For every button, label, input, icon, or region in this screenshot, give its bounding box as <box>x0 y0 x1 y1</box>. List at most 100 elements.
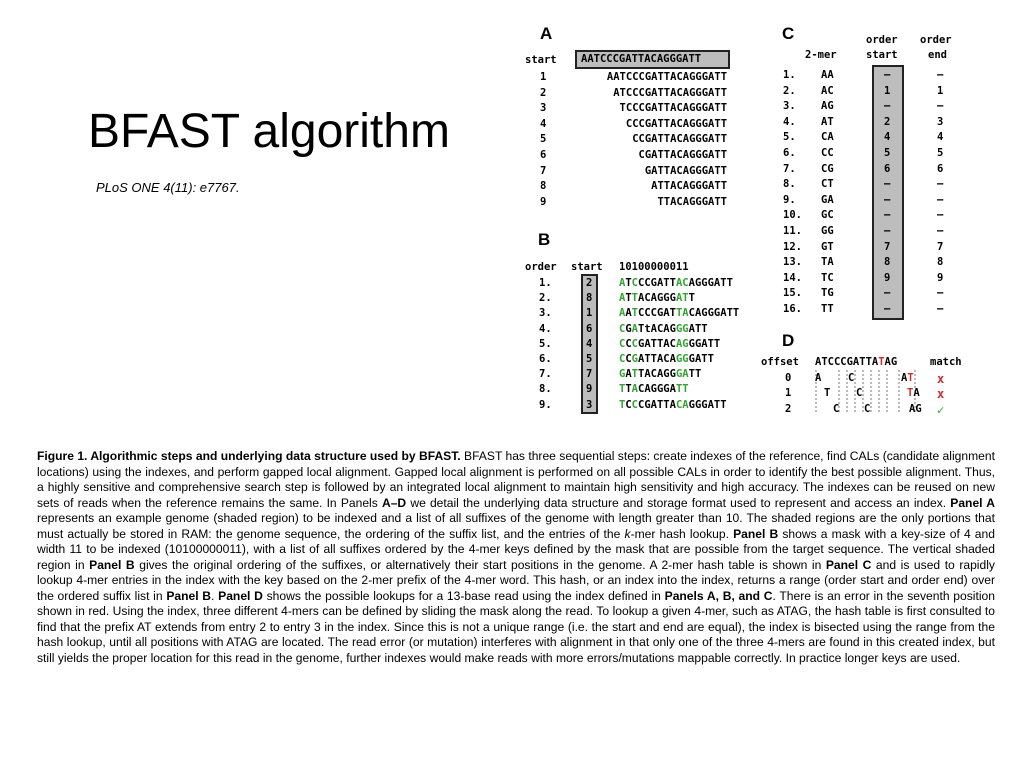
panel-a-suffix: CGATTACAGGGATT <box>638 149 728 161</box>
panel-c-index: 14. <box>783 271 802 284</box>
panel-a-suffix: AATCCCGATTACAGGGATT <box>606 71 728 83</box>
panel-c-order-end: 8 <box>937 256 944 269</box>
panel-c-order-start: 6 <box>884 162 891 175</box>
panel-c-order-end: 9 <box>937 271 944 284</box>
panel-b-start-position: 1 <box>586 307 593 320</box>
panel-a-suffix: CCGATTACAGGGATT <box>632 133 728 146</box>
panel-b-start-position: 8 <box>586 292 593 305</box>
panel-b-order-number: 3. <box>539 307 552 320</box>
panel-d-key-base: C <box>856 387 863 400</box>
panel-b-order-header: order <box>525 261 557 273</box>
panel-a-row-number: 2 <box>540 86 547 99</box>
panel-b-suffix: GATTACAGGGATT <box>619 368 702 381</box>
panel-d-key-base: A <box>815 372 822 384</box>
panel-d-match-cross-icon: x <box>937 387 945 402</box>
panel-a-suffix: TCCCGATTACAGGGATT <box>619 102 728 115</box>
panel-c-order-start: – <box>884 100 891 113</box>
panel-d-offset: 0 <box>785 372 792 384</box>
caption-figure-label: Figure 1. Algorithmic steps and underlyi… <box>37 449 461 463</box>
panel-c-2mer: GA <box>821 193 834 206</box>
panel-c-2mer: CA <box>821 131 834 144</box>
panel-c-order-start: – <box>884 178 891 191</box>
slide-citation: PLoS ONE 4(11): e7767. <box>96 180 240 195</box>
panel-a-row-number: 1 <box>540 71 547 83</box>
panel-b-suffix: ATTACAGGGATT <box>619 292 695 305</box>
panel-a-suffix: CCCGATTACAGGGATT <box>625 117 728 130</box>
panel-c-index: 10. <box>783 209 802 222</box>
panel-c-2mer: CC <box>821 147 834 159</box>
panel-c-order-start: 2 <box>884 115 891 128</box>
panel-a-genome-shade <box>575 50 730 69</box>
panel-c-index: 3. <box>783 100 796 113</box>
panel-c-header-start: start <box>866 49 898 61</box>
panel-b-suffix: AATCCCGATTACAGGGATT <box>619 307 740 320</box>
panel-b-start-position: 2 <box>586 277 593 289</box>
panel-b-suffix: ATCCCGATTACAGGGATT <box>619 277 733 289</box>
panel-c-order-end: 3 <box>937 115 944 128</box>
panel-c-index: 15. <box>783 287 802 300</box>
panel-c-order-start: 5 <box>884 147 891 159</box>
panel-b-suffix: TCCCGATTACAGGGATT <box>619 398 727 411</box>
panel-c-order-start: – <box>884 69 891 81</box>
panel-c-order-end: – <box>937 225 944 237</box>
panel-d-key-base: C <box>864 402 871 415</box>
panel-d-match-header: match <box>930 356 962 368</box>
panel-c-index: 16. <box>783 303 802 315</box>
panel-a-suffix: ATCCCGATTACAGGGATT <box>613 86 728 99</box>
panel-b-suffix: TTACAGGGATT <box>619 383 689 396</box>
panel-a-suffix: TTACAGGGATT <box>657 195 728 208</box>
panel-c-order-end: 1 <box>937 84 944 97</box>
panel-a-row-number: 4 <box>540 117 547 130</box>
panel-b-order-number: 8. <box>539 383 552 396</box>
panel-a-row-number: 9 <box>540 195 547 208</box>
panel-d-match-cross-icon: x <box>937 372 945 386</box>
panel-c-index: 11. <box>783 225 802 237</box>
panel-c-order-end: 5 <box>937 147 944 159</box>
panel-c-header-order1: order <box>866 34 898 46</box>
panel-b-order-number: 2. <box>539 292 552 305</box>
panel-c-header-end: end <box>928 49 947 61</box>
panel-a-row-number: 5 <box>540 133 547 146</box>
slide-title: BFAST algorithm <box>88 105 450 158</box>
panel-b-start-shade <box>581 274 598 414</box>
panel-c-order-end: – <box>937 178 944 191</box>
panel-d-key-pair: AT <box>901 372 914 384</box>
panel-b-start-position: 3 <box>586 398 593 411</box>
panel-c-2mer: GT <box>821 240 834 253</box>
panel-d-read-error: T <box>878 356 885 368</box>
panel-b-order-number: 6. <box>539 353 552 365</box>
panel-c-2mer: CT <box>821 178 834 191</box>
panel-c-start-shade <box>872 65 904 320</box>
panel-a-label: A <box>540 24 553 43</box>
panel-c-order-start: 1 <box>884 84 891 97</box>
panel-b-start-position: 9 <box>586 383 593 396</box>
panel-c-index: 6. <box>783 147 796 159</box>
panel-c-2mer: AC <box>821 84 834 97</box>
panel-d-offset-header: offset <box>761 356 799 368</box>
panel-d-key-base: T <box>824 387 831 400</box>
panel-c-order-end: 6 <box>937 162 944 175</box>
panel-d-offset: 2 <box>785 402 792 415</box>
panel-a-suffix: GATTACAGGGATT <box>644 164 728 177</box>
panel-c-2mer: TT <box>821 303 834 315</box>
panel-d-offset: 1 <box>785 387 792 400</box>
panel-d-key-pair: AG <box>909 402 922 415</box>
panel-d-mask-guides <box>815 370 916 414</box>
panel-c-2mer: GG <box>821 225 834 237</box>
panel-c-index: 5. <box>783 131 796 144</box>
panel-a-suffix: ATTACAGGGATT <box>651 180 728 193</box>
panel-c-order-start: – <box>884 303 891 315</box>
panel-a-genome: AATCCCGATTACAGGGATT <box>581 53 702 65</box>
panel-b-order-number: 9. <box>539 398 552 411</box>
panel-c-order-start: 4 <box>884 131 891 144</box>
panel-c-index: 12. <box>783 240 802 253</box>
panel-d-key-pair: TA <box>907 387 920 400</box>
panel-a-row-number: 7 <box>540 164 547 177</box>
panel-c-2mer: TG <box>821 287 834 300</box>
panel-b-label: B <box>538 230 551 249</box>
panel-a-row-number: 6 <box>540 149 547 161</box>
panel-b-start-position: 7 <box>586 368 593 381</box>
panel-b-order-number: 7. <box>539 368 552 381</box>
panel-b-order-number: 4. <box>539 322 552 335</box>
panel-c-index: 9. <box>783 193 796 206</box>
